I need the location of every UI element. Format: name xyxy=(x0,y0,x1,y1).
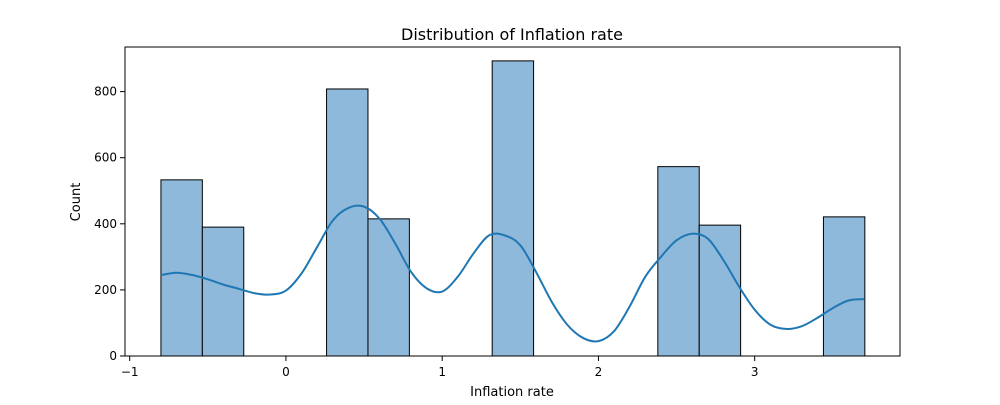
x-tick-label: −1 xyxy=(121,365,139,379)
x-tick-label: 0 xyxy=(282,365,290,379)
plot-area-frame xyxy=(124,46,901,357)
histogram-bar-0 xyxy=(160,179,203,357)
histogram-bar-12 xyxy=(657,166,700,357)
y-tick-label: 800 xyxy=(94,85,117,99)
y-axis-ticks: 0 200 400 600 800 xyxy=(94,85,125,363)
histogram-bar-13 xyxy=(698,224,742,357)
y-axis-label: Count xyxy=(69,183,84,222)
x-tick-label: 2 xyxy=(595,365,603,379)
chart-title: Distribution of Inflation rate xyxy=(401,25,623,44)
x-tick-label: 1 xyxy=(438,365,446,379)
x-axis-label: Inflation rate xyxy=(470,385,554,400)
x-tick-label: 3 xyxy=(751,365,759,379)
y-tick-label: 0 xyxy=(109,349,117,363)
y-tick-label: 400 xyxy=(94,217,117,231)
x-axis-ticks: −1 0 1 2 3 xyxy=(121,356,759,379)
histogram-bar-4 xyxy=(326,88,369,357)
histogram-bars xyxy=(160,60,866,357)
histogram-bar-16 xyxy=(822,216,866,357)
histogram-bar-8 xyxy=(491,60,535,357)
y-tick-label: 600 xyxy=(94,151,117,165)
y-tick-label: 200 xyxy=(94,283,117,297)
histogram-bar-5 xyxy=(367,218,410,357)
kde-curve xyxy=(160,204,865,343)
histogram-bar-1 xyxy=(201,226,245,357)
